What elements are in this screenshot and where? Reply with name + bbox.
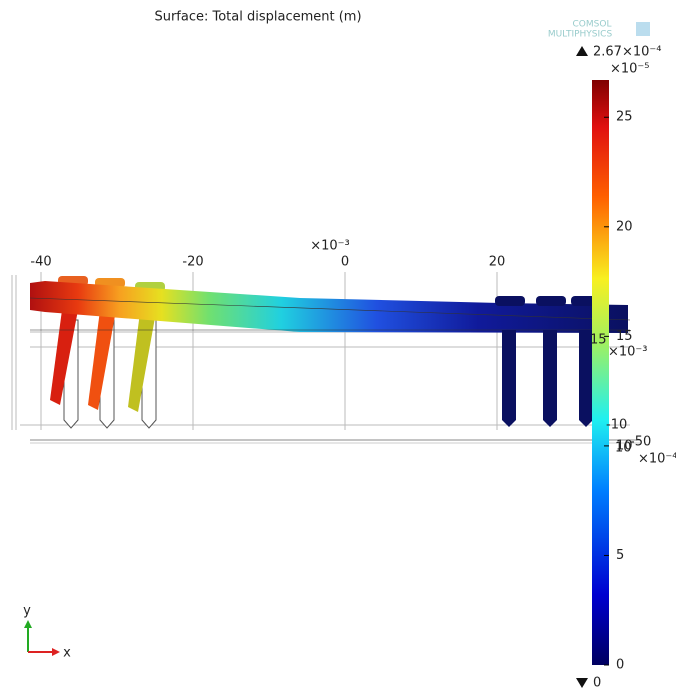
colorbar bbox=[592, 80, 609, 665]
plot-title: Surface: Total displacement (m) bbox=[154, 10, 361, 25]
axis-label: 10 bbox=[615, 441, 632, 456]
max-arrow bbox=[576, 46, 588, 56]
logo: MULTIPHYSICS bbox=[548, 30, 613, 40]
colorbar-tick-label: 5 bbox=[616, 548, 624, 563]
axis-label: 15 bbox=[590, 333, 607, 348]
y-arrow-head bbox=[24, 620, 32, 628]
x-tick-label: 20 bbox=[489, 255, 506, 270]
logo-icon bbox=[636, 22, 650, 36]
axis-label: -10 bbox=[606, 418, 627, 433]
x-multiplier: ×10⁻³ bbox=[310, 239, 350, 254]
x-tick-label: -40 bbox=[30, 255, 51, 270]
colorbar-tick-label: 20 bbox=[616, 219, 633, 234]
colorbar-multiplier: ×10⁻⁵ bbox=[610, 62, 650, 77]
triad-label: y bbox=[23, 604, 31, 619]
colorbar-tick-label: 25 bbox=[616, 110, 633, 125]
colorbar-tick-label: 15 bbox=[616, 329, 633, 344]
colorbar-max: 2.67×10⁻⁴ bbox=[593, 45, 661, 60]
x-tick-label: 0 bbox=[341, 255, 349, 270]
triad-label: x bbox=[63, 646, 71, 661]
colorbar-tick-label: 0 bbox=[616, 658, 624, 673]
min-arrow bbox=[576, 678, 588, 688]
logo: COMSOL bbox=[573, 20, 612, 30]
axis-label: ×10⁻⁴ bbox=[638, 452, 676, 467]
x-arrow-head bbox=[52, 648, 60, 656]
axis-label: -50 bbox=[630, 435, 651, 450]
axis-label: ×10⁻³ bbox=[608, 345, 648, 360]
colorbar-min: 0 bbox=[593, 676, 601, 691]
x-tick-label: -20 bbox=[182, 255, 203, 270]
plate bbox=[30, 281, 628, 333]
graphics-window: Surface: Total displacement (m) COMSOL M… bbox=[0, 0, 676, 691]
